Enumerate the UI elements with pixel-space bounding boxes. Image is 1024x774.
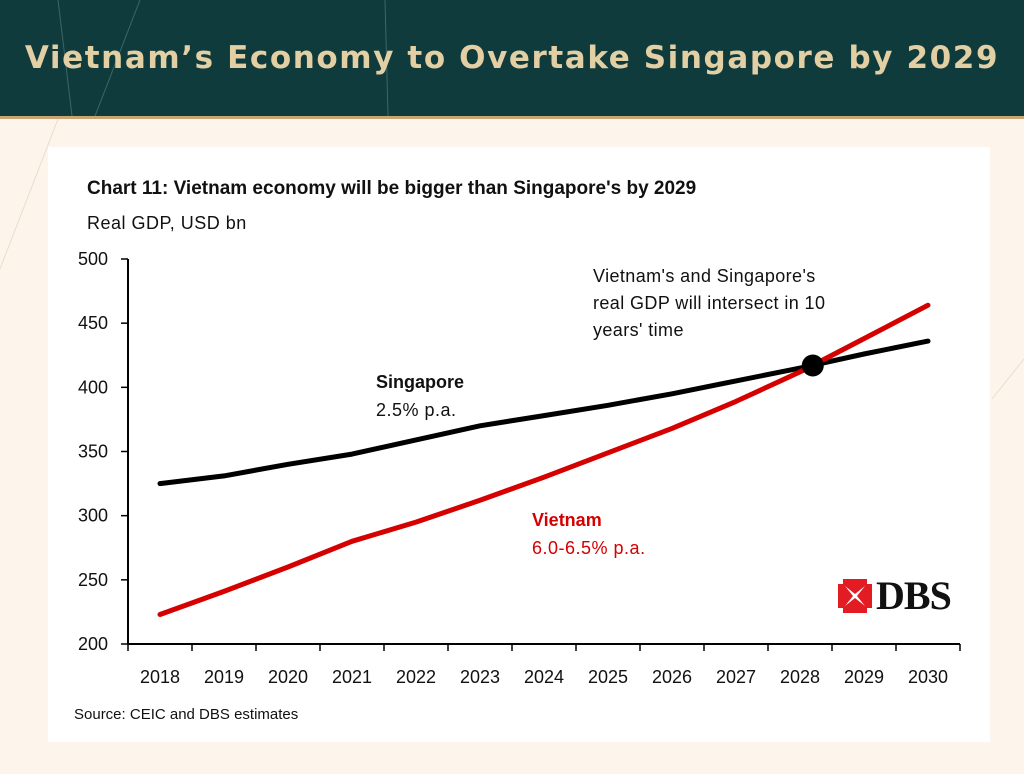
decorative-lines — [57, 0, 389, 116]
x-tick-label: 2022 — [396, 667, 436, 687]
x-tick-label: 2028 — [780, 667, 820, 687]
y-tick-label: 350 — [78, 442, 108, 462]
dbs-wordmark: DBS — [876, 573, 952, 618]
x-tick-label: 2024 — [524, 667, 564, 687]
chart-subtitle: Real GDP, USD bn — [87, 213, 247, 233]
intersection-marker — [801, 354, 824, 377]
vietnam-growth-label: 6.0-6.5% p.a. — [532, 538, 646, 558]
source-note: Source: CEIC and DBS estimates — [74, 706, 299, 723]
x-tick-label: 2029 — [844, 667, 884, 687]
header-banner: Vietnam’s Economy to Overtake Singapore … — [0, 0, 1024, 119]
chart-title: Chart 11: Vietnam economy will be bigger… — [87, 178, 697, 199]
background-decoration — [0, 119, 1024, 400]
vietnam-label: Vietnam — [532, 510, 602, 530]
series-line-singapore — [157, 338, 931, 487]
intersection-annotation-line: Vietnam's and Singapore's — [593, 266, 816, 286]
y-tick-label: 500 — [78, 249, 108, 269]
x-tick-label: 2025 — [588, 667, 628, 687]
x-tick-label: 2023 — [460, 667, 500, 687]
series-line-vietnam — [157, 302, 931, 617]
x-tick-label: 2019 — [204, 667, 244, 687]
intersection-annotation-line: real GDP will intersect in 10 — [593, 293, 825, 313]
dbs-logo: DBS — [838, 573, 952, 618]
y-tick-label: 300 — [78, 506, 108, 526]
x-tick-label: 2026 — [652, 667, 692, 687]
x-tick-label: 2027 — [716, 667, 756, 687]
y-tick-label: 200 — [78, 634, 108, 654]
x-tick-label: 2018 — [140, 667, 180, 687]
y-tick-label: 450 — [78, 313, 108, 333]
page-title: Vietnam’s Economy to Overtake Singapore … — [24, 40, 1000, 76]
chart-panel — [48, 147, 990, 742]
y-tick-label: 250 — [78, 570, 108, 590]
dbs-star-icon — [838, 579, 872, 613]
intersection-annotation-line: years' time — [593, 320, 684, 340]
y-tick-label: 400 — [78, 377, 108, 397]
x-tick-label: 2021 — [332, 667, 372, 687]
singapore-growth-label: 2.5% p.a. — [376, 400, 457, 420]
singapore-label: Singapore — [376, 372, 464, 392]
x-tick-label: 2020 — [268, 667, 308, 687]
x-tick-label: 2030 — [908, 667, 948, 687]
